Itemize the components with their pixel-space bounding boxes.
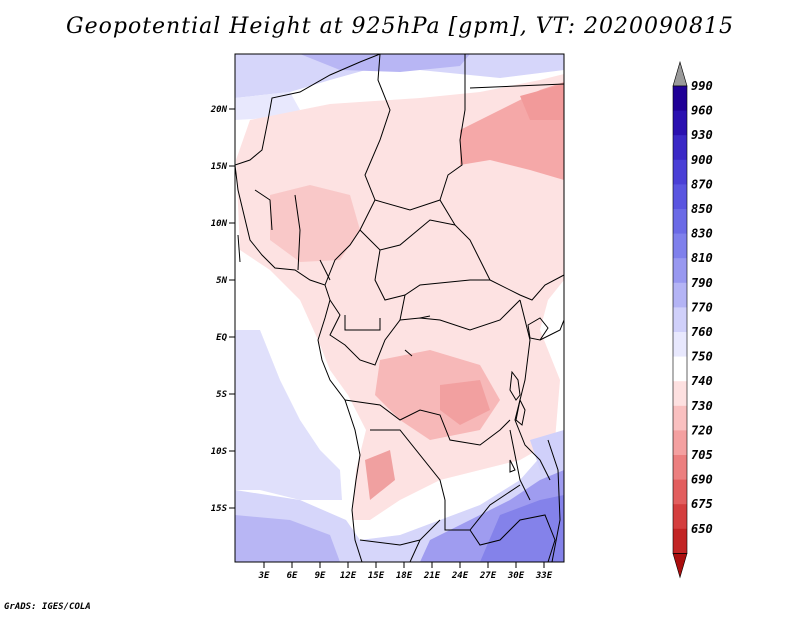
colorbar-label: 750 [691, 350, 713, 364]
colorbar-label: 930 [691, 128, 713, 142]
colorbar-label: 760 [691, 325, 713, 339]
lat-label: 20N [210, 105, 228, 115]
colorbar-label: 990 [691, 79, 713, 93]
colorbar-segment [673, 184, 687, 210]
lon-label: 30E [507, 571, 525, 581]
colorbar-segment [673, 356, 687, 382]
colorbar-segment [673, 282, 687, 308]
coastlines-borders [235, 54, 564, 562]
lat-label: 5S [216, 390, 227, 400]
colorbar-segment [673, 135, 687, 161]
colorbar-segment [673, 455, 687, 480]
colorbar-segment [673, 159, 687, 185]
lon-label: 9E [315, 571, 326, 581]
map-title: Geopotential Height at 925hPa [gpm], VT:… [66, 14, 734, 39]
lat-label: 5N [216, 276, 227, 286]
colorbar-label: 720 [691, 423, 713, 437]
lon-label: 3E [258, 571, 270, 581]
colorbar-segment [673, 233, 687, 259]
colorbar-label: 960 [691, 104, 713, 118]
colorbar-segment [673, 110, 687, 136]
colorbar-label: 830 [691, 227, 713, 241]
lon-label: 6E [287, 571, 298, 581]
colorbar-segment [673, 430, 687, 456]
lat-label: EQ [216, 333, 227, 343]
colorbar-label: 705 [691, 448, 713, 462]
colorbar-segment [673, 307, 687, 333]
lat-label: 10N [211, 219, 228, 229]
colorbar-bottom-arrow [672, 553, 688, 579]
lon-label: 24E [451, 571, 469, 581]
colorbar-label: 870 [691, 177, 713, 191]
lon-label: 21E [423, 571, 441, 581]
colorbar-segment [673, 405, 687, 431]
colorbar-segment [673, 479, 687, 505]
lat-label: 15S [211, 504, 228, 514]
lat-label: 10S [211, 447, 228, 457]
lon-axis: 3E 6E 9E 12E 15E 18E 21E 24E 27E 30E 33E [258, 562, 553, 581]
colorbar-label: 770 [691, 300, 713, 314]
colorbar-label: 810 [691, 251, 713, 265]
lon-label: 12E [340, 571, 357, 581]
colorbar-segment [673, 209, 687, 234]
colorbar: 990 960 930 900 870 850 830 810 790 770 760 750 740 7… [672, 60, 713, 579]
colorbar-label: 730 [691, 399, 713, 413]
map-frame [234, 53, 565, 563]
lat-label: 15N [211, 162, 228, 172]
grads-credit: GrADS: IGES/COLA [4, 602, 91, 612]
colorbar-label: 740 [691, 374, 713, 388]
colorbar-label: 675 [691, 497, 713, 511]
colorbar-segment [673, 504, 687, 530]
colorbar-label: 850 [691, 202, 713, 216]
colorbar-label: 900 [691, 153, 713, 167]
colorbar-segment [673, 381, 687, 407]
colorbar-label: 650 [691, 522, 713, 536]
colorbar-segment [673, 258, 687, 284]
height-field [235, 54, 564, 562]
colorbar-label: 690 [691, 473, 713, 487]
lakes [404, 315, 549, 473]
lat-axis: 20N 15N 10N 5N EQ 5S 10S 15S [210, 105, 235, 514]
lon-label: 15E [368, 571, 385, 581]
colorbar-segment [673, 528, 687, 554]
lon-label: 27E [479, 571, 497, 581]
lon-label: 18E [396, 571, 413, 581]
colorbar-segment [673, 86, 687, 111]
colorbar-label: 790 [691, 276, 713, 290]
lon-label: 33E [535, 571, 553, 581]
colorbar-segment [673, 332, 687, 357]
colorbar-top-arrow [672, 60, 688, 87]
colorbar-outline [672, 85, 688, 554]
